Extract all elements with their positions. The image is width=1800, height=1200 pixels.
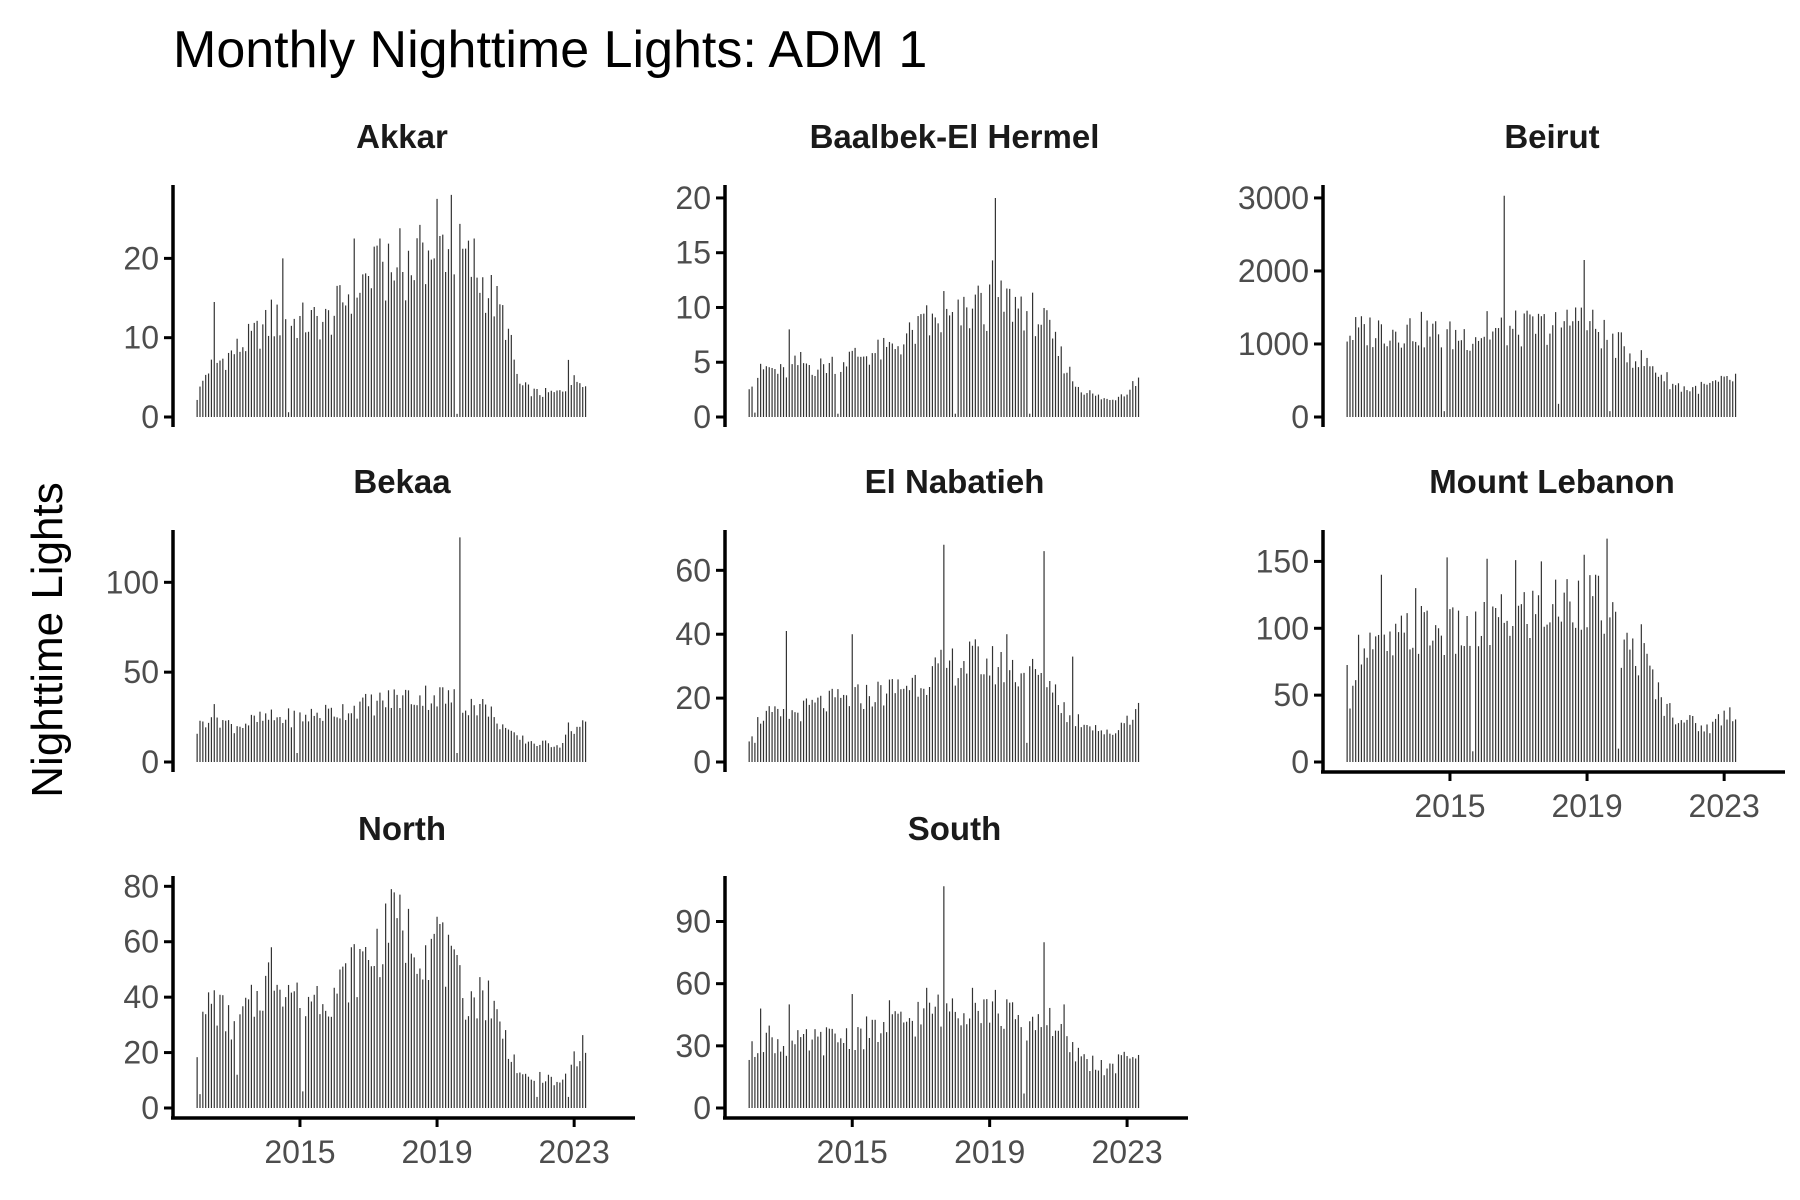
y-tick-label: 150 <box>1256 543 1309 579</box>
x-tick-label: 2015 <box>817 1134 888 1170</box>
y-tick-label: 15 <box>675 235 711 271</box>
facet-title: Beirut <box>1504 118 1599 155</box>
bar-series <box>748 886 1140 1108</box>
y-tick-label: 5 <box>693 344 711 380</box>
y-tick-label: 0 <box>141 744 159 780</box>
y-tick-label: 10 <box>123 320 159 356</box>
y-axis-title: Nighttime Lights <box>23 482 72 797</box>
y-tick-label: 10 <box>675 289 711 325</box>
y-tick-label: 40 <box>123 979 159 1015</box>
y-tick-label: 0 <box>693 1090 711 1126</box>
facet-panel-mount-lebanon: Mount Lebanon 0 50 100 150 2015 2019 2023 <box>1256 463 1785 824</box>
y-tick-label: 100 <box>1256 610 1309 646</box>
y-tick-label: 1000 <box>1238 326 1309 362</box>
x-tick-label: 2019 <box>1551 788 1622 824</box>
facet-panel-el-nabatieh: El Nabatieh 0 20 40 60 <box>675 463 1140 780</box>
y-tick-label: 2000 <box>1238 253 1309 289</box>
facet-panel-bekaa: Bekaa 0 50 100 <box>106 463 587 780</box>
bar-series <box>748 544 1140 762</box>
facet-title: Baalbek-El Hermel <box>810 118 1100 155</box>
y-tick-label: 20 <box>675 680 711 716</box>
x-tick-label: 2023 <box>539 1134 610 1170</box>
y-tick-label: 20 <box>675 180 711 216</box>
y-tick-label: 0 <box>693 744 711 780</box>
facet-title: Mount Lebanon <box>1429 463 1675 500</box>
y-tick-label: 40 <box>675 616 711 652</box>
facet-panel-beirut: Beirut 0 1000 2000 3000 <box>1238 118 1737 435</box>
bar-series <box>1346 538 1737 762</box>
x-tick-label: 2023 <box>1689 788 1760 824</box>
y-tick-label: 60 <box>675 966 711 1002</box>
facet-title: Bekaa <box>353 463 451 500</box>
y-tick-label: 0 <box>141 399 159 435</box>
y-tick-label: 60 <box>123 924 159 960</box>
facet-panel-north: North 0 20 40 60 80 2015 2019 2023 <box>123 810 635 1170</box>
y-tick-label: 50 <box>1273 677 1309 713</box>
x-tick-label: 2015 <box>264 1134 335 1170</box>
facet-title: El Nabatieh <box>865 463 1045 500</box>
y-tick-label: 0 <box>1291 399 1309 435</box>
y-tick-label: 100 <box>106 564 159 600</box>
y-tick-label: 60 <box>675 552 711 588</box>
y-tick-label: 30 <box>675 1028 711 1064</box>
bar-series <box>196 194 587 417</box>
x-tick-label: 2015 <box>1414 788 1485 824</box>
y-tick-label: 3000 <box>1238 180 1309 216</box>
y-tick-label: 90 <box>675 904 711 940</box>
x-tick-label: 2019 <box>401 1134 472 1170</box>
bar-series <box>748 197 1140 417</box>
y-tick-label: 0 <box>693 399 711 435</box>
y-tick-label: 50 <box>123 654 159 690</box>
bar-series <box>196 889 587 1108</box>
chart-title: Monthly Nighttime Lights: ADM 1 <box>173 21 927 79</box>
facet-title: Akkar <box>356 118 448 155</box>
facet-panel-baalbek-el-hermel: Baalbek-El Hermel 0 5 10 15 20 <box>675 118 1140 435</box>
chart-panels: Akkar 0 10 20 Baalbek-El Hermel 0 5 10 15 20 Beiru… <box>106 118 1785 1170</box>
y-tick-label: 0 <box>1291 744 1309 780</box>
x-tick-label: 2019 <box>954 1134 1025 1170</box>
facet-panel-south: South 0 30 60 90 2015 2019 2023 <box>675 810 1188 1170</box>
y-tick-label: 0 <box>141 1090 159 1126</box>
y-tick-label: 20 <box>123 1035 159 1071</box>
facet-panel-akkar: Akkar 0 10 20 <box>123 118 587 435</box>
y-tick-label: 80 <box>123 868 159 904</box>
x-tick-label: 2023 <box>1091 1134 1162 1170</box>
bar-series <box>1346 195 1737 417</box>
facet-title: South <box>908 810 1001 847</box>
bar-series <box>196 537 587 762</box>
facet-title: North <box>358 810 446 847</box>
y-tick-label: 20 <box>123 240 159 276</box>
